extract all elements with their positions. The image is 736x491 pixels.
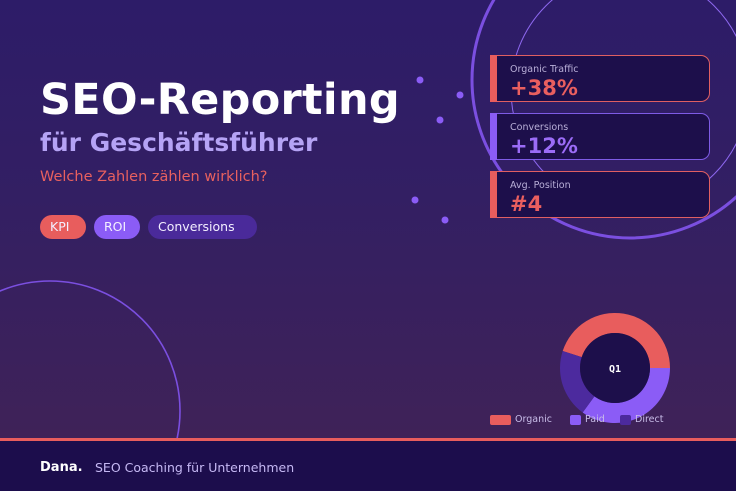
donut-center (580, 333, 650, 403)
legend-label: Direct (635, 414, 664, 425)
metric-label: Organic Traffic (510, 64, 579, 75)
accent-bar (490, 55, 497, 102)
metric-card-conversions: Conversions +12% (490, 113, 710, 160)
legend-label: Paid (585, 414, 605, 425)
metric-value: #4 (510, 192, 543, 216)
metric-value: +12% (510, 134, 578, 158)
brand-logo: Dana. (40, 460, 83, 475)
donut-segment-direct (560, 351, 595, 413)
legend-swatch (570, 415, 581, 425)
tag-roi: ROI (94, 215, 140, 239)
page-title: SEO-Reporting (40, 75, 400, 125)
large-ring-decoration (470, 0, 736, 240)
footer: Dana. SEO Coaching für Unternehmen (0, 438, 736, 491)
metric-value: +38% (510, 76, 578, 100)
metric-label: Conversions (510, 122, 569, 133)
accent-bar (490, 171, 497, 218)
tagline: Welche Zahlen zählen wirklich? (40, 169, 268, 185)
footer-slogan: SEO Coaching für Unternehmen (95, 460, 295, 475)
tag-conversions: Conversions (148, 215, 257, 239)
metric-card-avg-position: Avg. Position #4 (490, 171, 710, 218)
decorative-shapes: Q1 (0, 0, 736, 438)
left-ring-decoration (0, 280, 181, 438)
legend-label: Organic (515, 414, 552, 425)
donut-segment-organic (562, 313, 670, 368)
metric-label: Avg. Position (510, 180, 571, 191)
legend-swatch (620, 415, 631, 425)
metric-card-organic-traffic: Organic Traffic +38% (490, 55, 710, 102)
legend-swatch (490, 415, 511, 425)
dot-decorations (411, 76, 464, 224)
donut-chart (560, 313, 670, 424)
tag-kpi: KPI (40, 215, 86, 239)
accent-bar (490, 113, 497, 160)
page-subtitle: für Geschäftsführer (40, 128, 318, 157)
donut-segment-paid (582, 368, 670, 424)
donut-center-label: Q1 (609, 364, 621, 375)
slide-canvas: Q1 SEO-Reporting für Geschäftsführer Wel… (0, 0, 736, 438)
